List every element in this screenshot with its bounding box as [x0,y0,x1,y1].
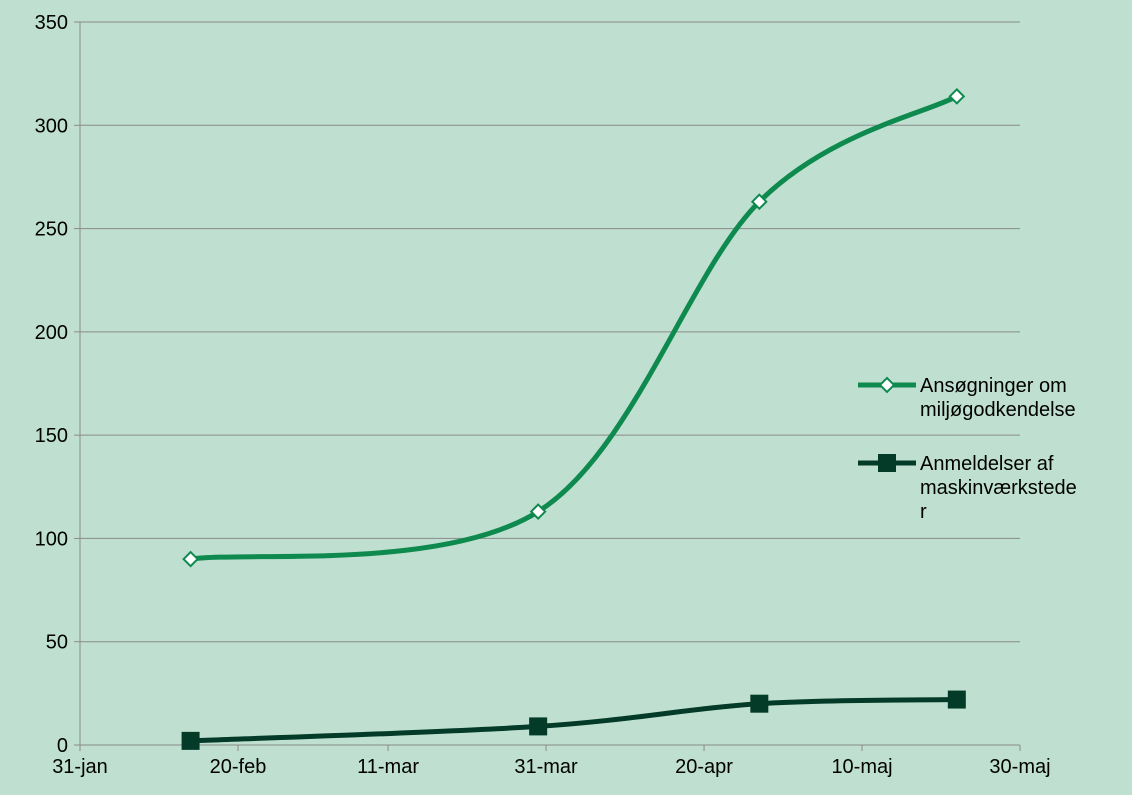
legend-label: Anmeldelser af maskinværkstede r [920,453,1077,523]
series-2 [181,690,966,750]
x-tick-label: 31-jan [52,756,108,778]
y-tick-label: 100 [35,528,68,550]
series-line [188,93,960,562]
y-tick-label: 0 [57,735,68,757]
data-point [947,690,966,709]
x-tick-label: 11-mar [357,756,419,778]
data-point [750,193,768,211]
x-tick-label: 10-maj [831,756,892,778]
legend-marker [878,376,896,394]
data-point [529,503,547,520]
legend-item-1: Ansøgninger om miljøgodkendelse [858,375,1076,421]
x-tick-label: 30-maj [989,756,1050,778]
series-line [188,697,960,744]
y-tick-label: 200 [35,322,68,344]
y-tick-label: 300 [35,115,68,137]
axes: 0 50 100 150 200 250 300 350 31-jan 20-feb 11-mar 3… [35,12,1051,778]
data-point [181,731,200,750]
y-tick-label: 350 [35,12,68,34]
x-tick-label: 20-feb [210,756,267,778]
data-point [182,550,200,568]
y-tick-label: 50 [46,632,68,654]
gridlines [80,21,1020,643]
legend: Ansøgninger om miljøgodkendelse Anmeldelse… [858,375,1077,523]
legend-item-2: Anmeldelser af maskinværkstede r [858,453,1077,523]
x-tick-label: 20-apr [675,756,733,778]
legend-label: Ansøgninger om miljøgodkendelse [920,375,1076,421]
series-1 [182,87,966,568]
x-tick-label: 31-mar [514,756,578,778]
legend-marker [878,454,896,472]
y-tick-label: 250 [35,219,68,241]
data-point [948,87,966,105]
data-point [750,694,769,713]
data-point [529,717,548,736]
series-lines [181,87,966,750]
y-tick-label: 150 [35,425,68,447]
